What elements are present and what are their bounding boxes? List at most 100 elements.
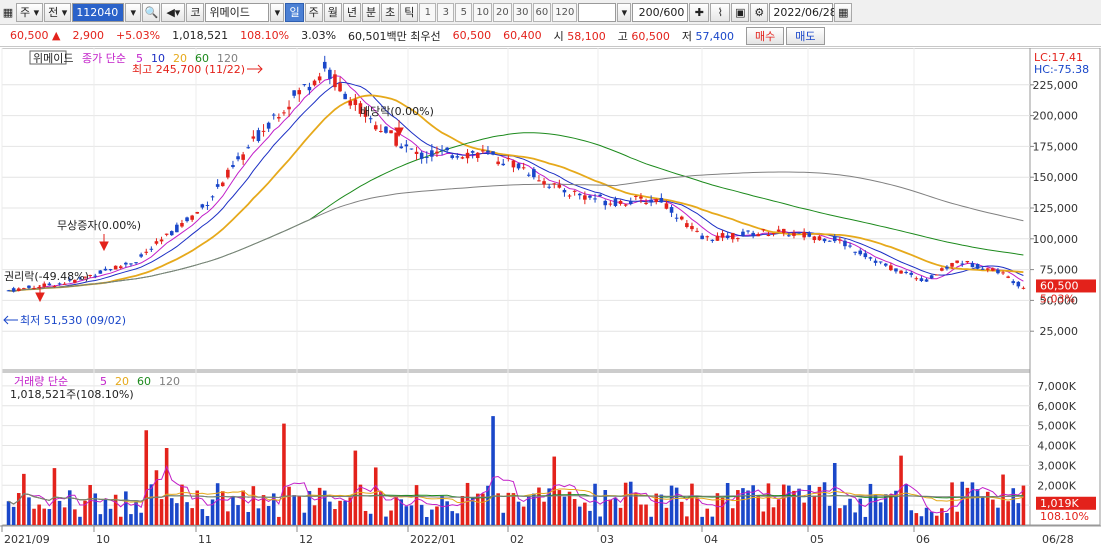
candle-body: [991, 268, 995, 271]
volume-bar: [802, 502, 806, 525]
chart-area[interactable]: 25,000 50,000 75,000 100,000 125,000 150,000 1…: [0, 47, 1101, 549]
chart-tool-icon[interactable]: ⌇: [710, 2, 731, 22]
code-dropdown-button[interactable]: ▾: [125, 2, 142, 22]
period-tab-week[interactable]: 주: [304, 2, 323, 22]
interval-120[interactable]: 120: [552, 2, 578, 22]
volume-bar: [679, 501, 684, 525]
volume-bar: [333, 509, 337, 525]
interval-1[interactable]: 1: [419, 2, 437, 22]
candle-body: [435, 151, 439, 154]
sell-button[interactable]: 매도: [786, 26, 825, 45]
candle-body: [873, 260, 878, 263]
count-field[interactable]: 200/600: [632, 2, 689, 22]
interval-5[interactable]: 5: [455, 2, 473, 22]
select-ju[interactable]: 주 ▾: [16, 2, 44, 22]
volume-tick-label: 6,000K: [1037, 400, 1076, 413]
volume-bar: [827, 505, 832, 525]
volume-bar: [78, 516, 82, 525]
candle-body: [368, 118, 373, 120]
price-tick-label: 175,000: [1033, 140, 1079, 153]
period-tab-month[interactable]: 월: [323, 2, 342, 22]
volume-bar: [190, 508, 194, 525]
period-tab-year[interactable]: 년: [342, 2, 361, 22]
candle-body: [175, 224, 179, 233]
price-legend-ma-120: 120: [217, 52, 238, 65]
volume-bar: [98, 514, 103, 525]
candle-body: [659, 197, 664, 203]
search-icon[interactable]: 🔍: [142, 2, 161, 22]
interval-3[interactable]: 3: [437, 2, 455, 22]
candle-body: [720, 233, 725, 238]
candle-body: [940, 268, 944, 271]
candle-body: [307, 86, 312, 91]
candle-body: [32, 287, 36, 289]
volume-bar: [470, 498, 475, 525]
volume-top-annotation: 1,018,521주(108.10%): [10, 388, 134, 401]
date-field[interactable]: 2022/06/28: [769, 2, 837, 22]
save-icon[interactable]: ▣: [731, 2, 750, 22]
volume-bar: [634, 492, 638, 525]
select-jeon[interactable]: 전 ▾: [44, 2, 72, 22]
candle-body: [292, 90, 296, 96]
time-tick-label: 05: [810, 533, 824, 546]
candle-body: [236, 156, 240, 160]
candle-body: [827, 240, 832, 242]
volume-bar: [741, 488, 745, 525]
market-badge[interactable]: 코: [186, 2, 205, 22]
volume-bar: [185, 502, 189, 525]
volume-bar: [164, 448, 169, 525]
price-tick-label: 150,000: [1033, 171, 1079, 184]
stock-code-input[interactable]: 112040: [72, 2, 125, 22]
candle-body: [792, 232, 796, 236]
grid-icon[interactable]: ▦: [2, 5, 14, 19]
annotation-low-arrow: [3, 315, 18, 325]
period-tab-second[interactable]: 초: [381, 2, 400, 22]
period-tab-minute[interactable]: 분: [361, 2, 381, 22]
interval-60[interactable]: 60: [532, 2, 552, 22]
name-dropdown-button[interactable]: ▾: [270, 2, 285, 22]
candle-body: [134, 262, 138, 264]
time-tick-label: 2022/01: [410, 533, 456, 546]
calendar-icon[interactable]: ▦: [834, 2, 853, 22]
candle-body: [537, 180, 541, 182]
volume-bar: [537, 487, 541, 525]
stock-name-field[interactable]: 위메이드: [205, 2, 270, 22]
price-change-pct: +5.03%: [115, 29, 161, 42]
volume-bar: [618, 507, 623, 525]
gear-icon[interactable]: ⚙: [750, 2, 769, 22]
volume-value: 1,018,521: [172, 29, 229, 42]
volume-bar: [399, 499, 404, 525]
candle-body: [169, 231, 174, 236]
buy-button[interactable]: 매수: [746, 26, 785, 45]
volume-bar: [491, 416, 495, 525]
volume-bar: [715, 493, 720, 525]
volume-bar: [282, 423, 286, 525]
candle-body: [475, 152, 480, 159]
speaker-icon[interactable]: ◀▾: [161, 2, 186, 22]
period-tab-day[interactable]: 일: [285, 2, 304, 22]
candle-body: [154, 241, 159, 244]
crosshair-icon[interactable]: ✚: [689, 2, 710, 22]
volume-bar: [83, 500, 87, 525]
interval-dropdown-button[interactable]: ▾: [617, 2, 632, 22]
interval-20[interactable]: 20: [493, 2, 512, 22]
volume-bar: [557, 490, 562, 525]
volume-bar: [322, 490, 327, 525]
volume-bar: [261, 495, 266, 525]
volume-bar: [628, 481, 633, 525]
period-tab-tick[interactable]: 틱: [400, 2, 419, 22]
candle-body: [57, 283, 62, 285]
interval-custom-input[interactable]: [578, 2, 617, 22]
candle-body: [215, 184, 220, 187]
annotation-bonus-issue: 무상증자(0.00%): [57, 219, 141, 232]
candle-body: [771, 233, 776, 235]
interval-30[interactable]: 30: [512, 2, 532, 22]
candle-body: [409, 148, 414, 150]
interval-10[interactable]: 10: [473, 2, 493, 22]
high-price: 고 60,500: [617, 29, 670, 43]
candle-body: [78, 277, 82, 279]
candle-body: [103, 268, 108, 271]
stock-chart[interactable]: 25,000 50,000 75,000 100,000 125,000 150,000 1…: [0, 47, 1101, 549]
candle-body: [863, 253, 868, 258]
candle-body: [11, 288, 16, 292]
